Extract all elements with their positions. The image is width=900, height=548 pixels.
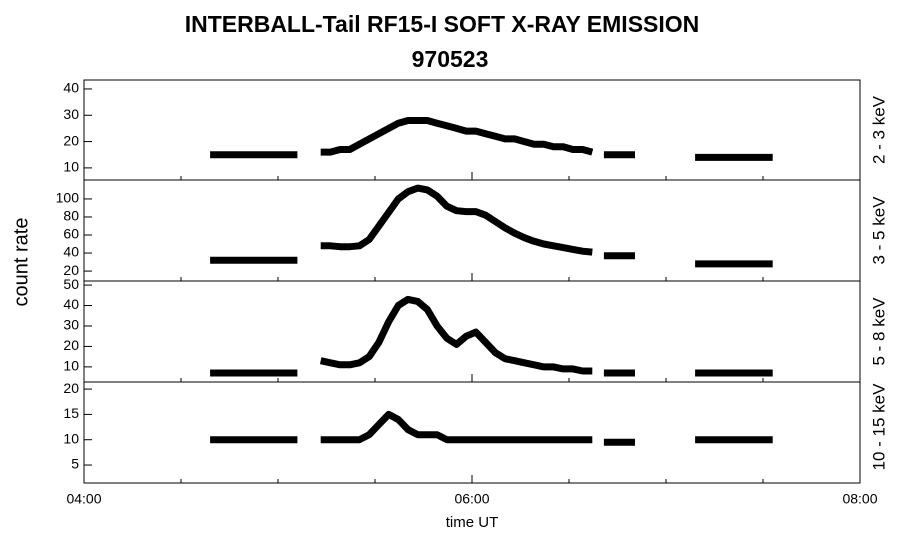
y-tick-label: 20: [63, 380, 79, 396]
y-tick-label: 20: [63, 262, 79, 278]
y-axis-label: count rate: [10, 218, 32, 307]
data-trace: [210, 410, 773, 446]
y-tick-label: 10: [63, 430, 79, 446]
panel-frame: [83, 381, 861, 484]
x-tick-label: 04:00: [66, 491, 101, 507]
panel-label: 2 - 3 keV: [869, 95, 888, 164]
data-trace: [210, 117, 773, 161]
x-tick-label: 06:00: [454, 491, 489, 507]
panel-label: 5 - 8 keV: [869, 297, 888, 366]
y-tick-label: 80: [63, 208, 79, 224]
data-trace: [210, 295, 773, 377]
y-tick-label: 50: [63, 276, 79, 292]
y-tick-label: 40: [63, 244, 79, 260]
panel-label: 10 - 15 keV: [869, 383, 888, 471]
y-tick-label: 10: [63, 159, 79, 175]
y-tick-label: 100: [56, 190, 80, 206]
y-tick-label: 10: [63, 358, 79, 374]
y-tick-label: 20: [63, 132, 79, 148]
x-axis-label: time UT: [446, 514, 499, 531]
y-tick-label: 5: [71, 456, 79, 472]
x-tick-label: 08:00: [842, 491, 877, 507]
y-tick-label: 30: [63, 106, 79, 122]
y-tick-label: 40: [63, 80, 79, 96]
data-trace: [210, 184, 773, 268]
y-tick-label: 60: [63, 226, 79, 242]
y-tick-label: 40: [63, 296, 79, 312]
y-tick-label: 20: [63, 337, 79, 353]
chart-subtitle: 970523: [412, 46, 489, 72]
chart-title: INTERBALL-Tail RF15-I SOFT X-RAY EMISSIO…: [185, 11, 700, 37]
y-tick-label: 30: [63, 317, 79, 333]
y-tick-label: 15: [63, 405, 79, 421]
panel-label: 3 - 5 keV: [869, 196, 888, 265]
